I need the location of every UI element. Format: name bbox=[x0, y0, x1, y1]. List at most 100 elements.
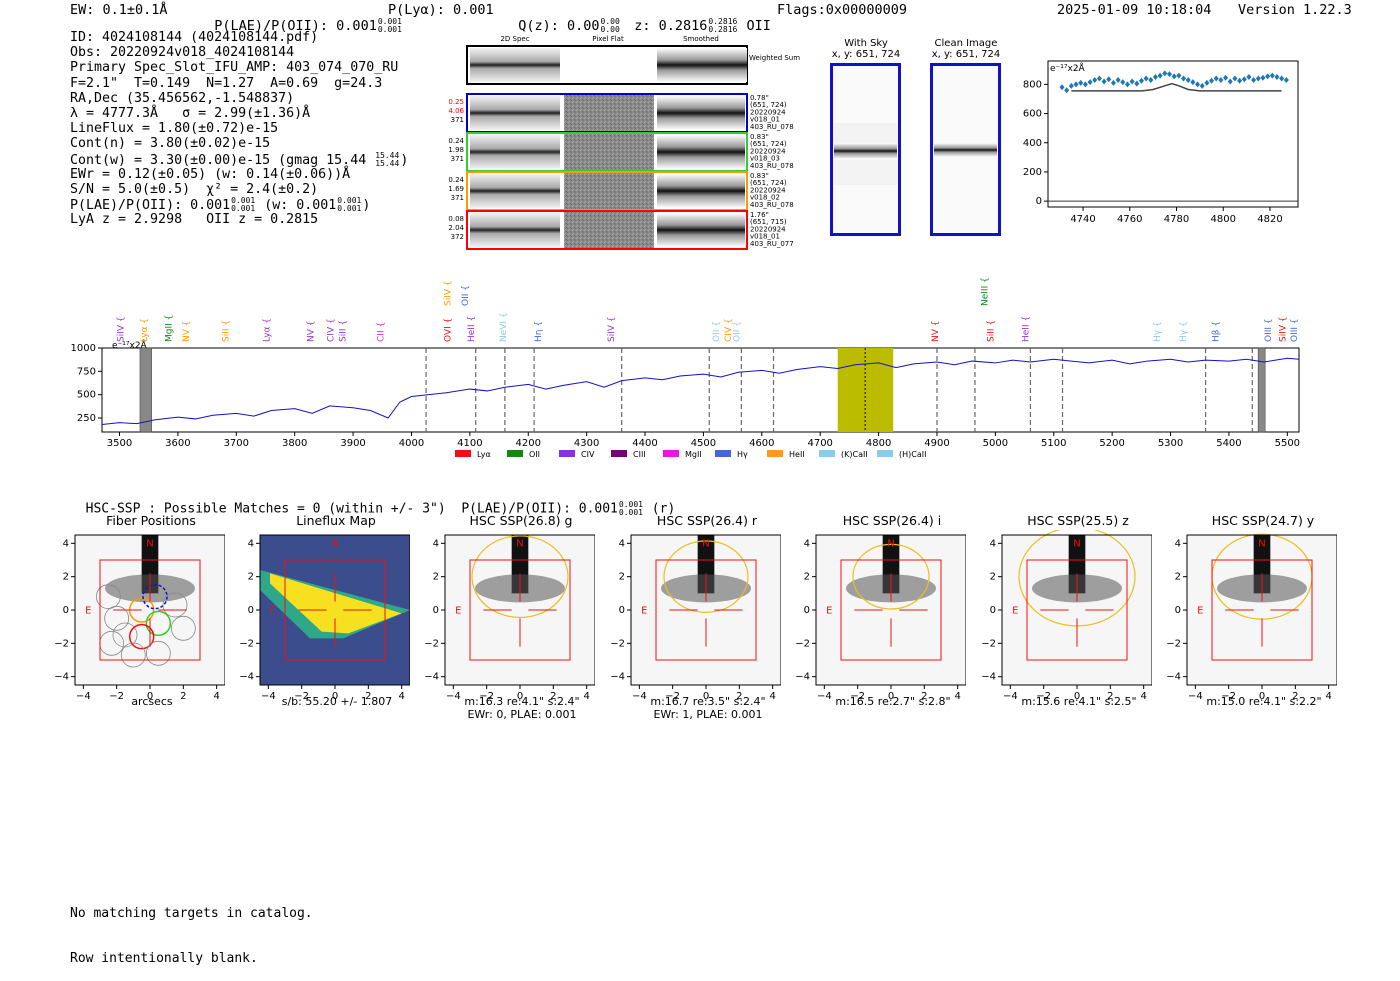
cutout-xtick-label: 4 bbox=[213, 691, 219, 700]
spec2d-row-right-label: v018_03 bbox=[750, 155, 780, 163]
info-radec: RA,Dec (35.456562,-1.548837) bbox=[70, 90, 295, 106]
cutout-east-label: E bbox=[270, 605, 276, 616]
fiber-position bbox=[112, 622, 138, 648]
full-xtick-label: 4900 bbox=[924, 438, 949, 449]
cutout-ytick-label: 0 bbox=[619, 605, 625, 616]
full-spectrum-line bbox=[101, 357, 1300, 426]
cutout-ytick-label: −2 bbox=[982, 638, 996, 649]
full-xtick-label: 4300 bbox=[574, 438, 599, 449]
cutout-xtick-label: 4 bbox=[1325, 691, 1331, 700]
cutout-title: HSC SSP(26.4) i bbox=[842, 513, 942, 528]
spec2d-row-2d bbox=[470, 135, 560, 169]
zoom-data-point bbox=[1134, 80, 1140, 87]
full-legend-swatch bbox=[455, 450, 471, 457]
zoom-xtick-label: 4800 bbox=[1211, 214, 1236, 225]
lineflux-peak bbox=[270, 573, 402, 634]
cutout-ytick-label: −2 bbox=[796, 638, 810, 649]
spec2d-row-smoothed bbox=[657, 96, 745, 130]
cutout-xtick-label: 2 bbox=[736, 691, 742, 700]
cutout-caption-line1: m:16.7 re:3.5" s:2.4" bbox=[650, 695, 766, 708]
full-xtick-label: 5400 bbox=[1216, 438, 1241, 449]
cutout-ytick-label: −2 bbox=[240, 638, 254, 649]
cutout-ytick-label: 2 bbox=[248, 572, 254, 583]
cutout-ytick-label: −4 bbox=[1167, 672, 1181, 683]
cutout-image: N E −4 −2 0 2 4 4 2 0 −2 −4 bbox=[796, 534, 966, 700]
full-xtick-label: 3800 bbox=[282, 438, 307, 449]
fiber-position bbox=[145, 640, 171, 666]
spec2d-row-right-label: 20220924 bbox=[750, 225, 786, 233]
full-xtick-label: 4500 bbox=[691, 438, 716, 449]
full-legend-label: (H)CaII bbox=[899, 450, 926, 459]
full-line-label: NeVI { bbox=[499, 312, 509, 342]
zoom-data-point bbox=[1251, 76, 1257, 83]
zoom-data-point bbox=[1279, 75, 1285, 82]
cutout-box bbox=[1026, 559, 1128, 661]
zoom-data-point bbox=[1073, 81, 1079, 88]
cutout-xtick-label: −2 bbox=[665, 691, 680, 700]
sky-image bbox=[830, 63, 901, 236]
col-label-2dspec: 2D Spec bbox=[500, 35, 529, 43]
cutout-xtick-label: −4 bbox=[632, 691, 647, 700]
info-obs: Obs: 20220924v018_4024108144 bbox=[70, 45, 295, 61]
zoom-data-point bbox=[1274, 74, 1280, 81]
full-legend-swatch bbox=[663, 450, 679, 457]
cutout-north-label: N bbox=[331, 539, 338, 550]
zoom-data-point bbox=[1096, 75, 1102, 82]
cutout-xtick-label: 0 bbox=[147, 691, 153, 700]
full-line-label: OVI { bbox=[444, 318, 454, 342]
cutout-ytick-label: 2 bbox=[1175, 572, 1181, 583]
cutout-box bbox=[99, 559, 201, 661]
full-line-label: SiIV { bbox=[444, 280, 454, 306]
zoom-unit-label: e⁻¹⁷x2Å bbox=[1050, 62, 1086, 74]
cutout-east-label: E bbox=[85, 605, 91, 616]
full-line-label: SiII { bbox=[222, 320, 232, 342]
spec2d-row-pixelflat bbox=[564, 134, 654, 170]
full-xtick-label: 4600 bbox=[749, 438, 774, 449]
catalog-note-line2: Row intentionally blank. bbox=[70, 951, 258, 966]
full-legend-label: Lyα bbox=[477, 450, 491, 459]
full-line-label: Hβ { bbox=[1211, 321, 1221, 342]
cutout-caption-line1: m:15.0 re:4.1" s:2.2" bbox=[1206, 695, 1322, 708]
header-timestamp: 2025-01-09 10:18:04 bbox=[1057, 2, 1212, 18]
full-line-label: SiIV { bbox=[1278, 316, 1288, 342]
cutout-image: N E −4 −2 0 2 4 4 2 0 −2 −4 bbox=[240, 534, 410, 700]
cutout-ytick-label: 0 bbox=[248, 605, 254, 616]
cutout-ytick-label: 4 bbox=[1175, 538, 1181, 549]
cutout-ytick-label: 0 bbox=[1175, 605, 1181, 616]
sky-title: With Sky bbox=[844, 38, 888, 49]
cutout-aperture-ellipse bbox=[471, 535, 569, 619]
zoom-data-point bbox=[1260, 74, 1266, 81]
zoom-data-point bbox=[1078, 79, 1084, 86]
spec2d-row-right-label: 0.78" bbox=[750, 94, 769, 102]
cutout-ytick-label: 4 bbox=[433, 538, 439, 549]
fiber-position bbox=[128, 623, 155, 650]
spec2d-row-left-label: 1.69 bbox=[448, 185, 464, 193]
full-legend-label: CIV bbox=[581, 450, 595, 459]
spec2d-row-right-label: v018_01 bbox=[750, 233, 780, 241]
spec2d-row-left-label: 0.08 bbox=[448, 215, 464, 223]
zoom-model-line bbox=[1071, 82, 1282, 92]
cutout-caption-line2: EWr: 0, PLAE: 0.001 bbox=[467, 707, 577, 721]
full-legend-label: MgII bbox=[685, 450, 702, 459]
zoom-data-point bbox=[1265, 73, 1271, 80]
zoom-data-point bbox=[1232, 75, 1238, 82]
cutout-box bbox=[1211, 559, 1313, 661]
full-xtick-label: 3600 bbox=[165, 438, 190, 449]
cutout-xtick-label: −4 bbox=[817, 691, 832, 700]
cutout-ytick-label: 0 bbox=[433, 605, 439, 616]
fiber-position bbox=[120, 642, 146, 668]
header-flags: Flags:0x00000009 bbox=[777, 2, 908, 18]
zoom-ytick-label: 600 bbox=[1023, 109, 1042, 120]
spec2d-row-right-label: v018_01 bbox=[750, 116, 780, 124]
zoom-data-point bbox=[1218, 76, 1224, 83]
cutout-ytick-label: 4 bbox=[63, 538, 69, 549]
clean-coord: x, y: 651, 724 bbox=[931, 49, 1001, 60]
clean-image bbox=[930, 63, 1001, 236]
cutout-title: HSC SSP(26.8) g bbox=[469, 513, 573, 528]
spec2d-row-left-label: 2.04 bbox=[448, 224, 464, 232]
full-line-label: OIII { bbox=[1290, 318, 1300, 342]
fiber-position bbox=[95, 584, 121, 610]
full-xtick-label: 4700 bbox=[807, 438, 832, 449]
hsc-summary: HSC-SSP : Possible Matches = 0 (within +… bbox=[85, 500, 676, 517]
zoom-data-point bbox=[1223, 74, 1229, 81]
